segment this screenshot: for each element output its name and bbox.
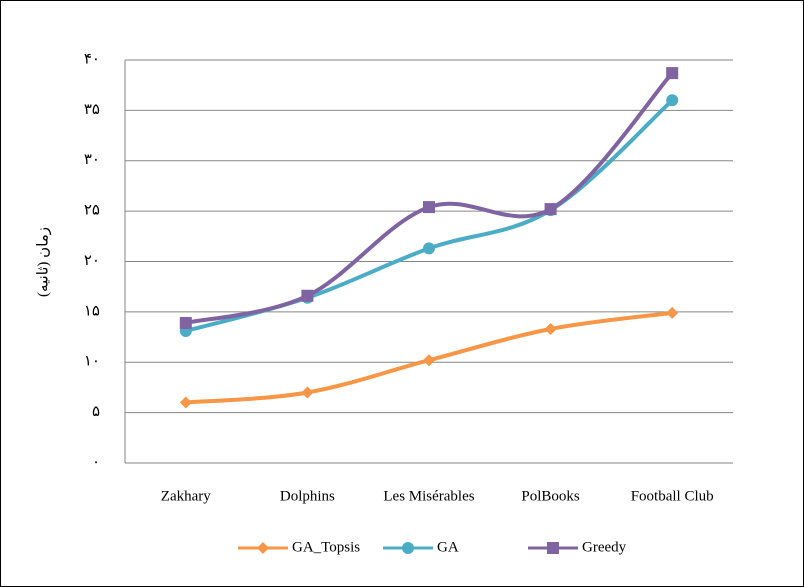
- marker: [544, 203, 557, 216]
- x-tick-label: Football Club: [631, 488, 714, 504]
- x-tick-label: PolBooks: [521, 488, 580, 504]
- y-tick-label: ۳۰: [84, 152, 100, 168]
- legend-marker: [402, 542, 414, 554]
- legend-marker: [257, 542, 269, 554]
- marker: [179, 396, 192, 409]
- legend-label: GA_Topsis: [292, 539, 360, 555]
- y-tick-label: ۵: [92, 404, 100, 420]
- marker: [301, 386, 314, 399]
- marker: [666, 67, 679, 80]
- y-tick-label: ۴۰: [84, 51, 100, 67]
- y-tick-label: ۲۰: [84, 253, 100, 269]
- marker: [544, 323, 557, 336]
- marker: [179, 316, 192, 329]
- x-tick-label: Les Misérables: [383, 488, 474, 504]
- legend-label: GA: [437, 539, 459, 555]
- legend-marker: [547, 542, 559, 554]
- y-axis-label: زمان (ثانیه): [35, 227, 51, 297]
- x-tick-label: Dolphins: [280, 488, 335, 504]
- marker: [666, 306, 679, 319]
- legend-label: Greedy: [582, 539, 627, 555]
- y-tick-label: ۳۵: [84, 102, 100, 118]
- x-tick-label: Zakhary: [161, 488, 211, 504]
- y-tick-label: ۱۰: [84, 354, 100, 370]
- y-tick-label: ۲۵: [84, 203, 100, 219]
- marker: [423, 354, 435, 367]
- marker: [301, 289, 314, 302]
- y-tick-label: ۰: [92, 454, 100, 470]
- y-tick-label: ۱۵: [84, 303, 100, 319]
- marker: [423, 242, 435, 255]
- marker: [666, 94, 679, 107]
- marker: [423, 201, 435, 214]
